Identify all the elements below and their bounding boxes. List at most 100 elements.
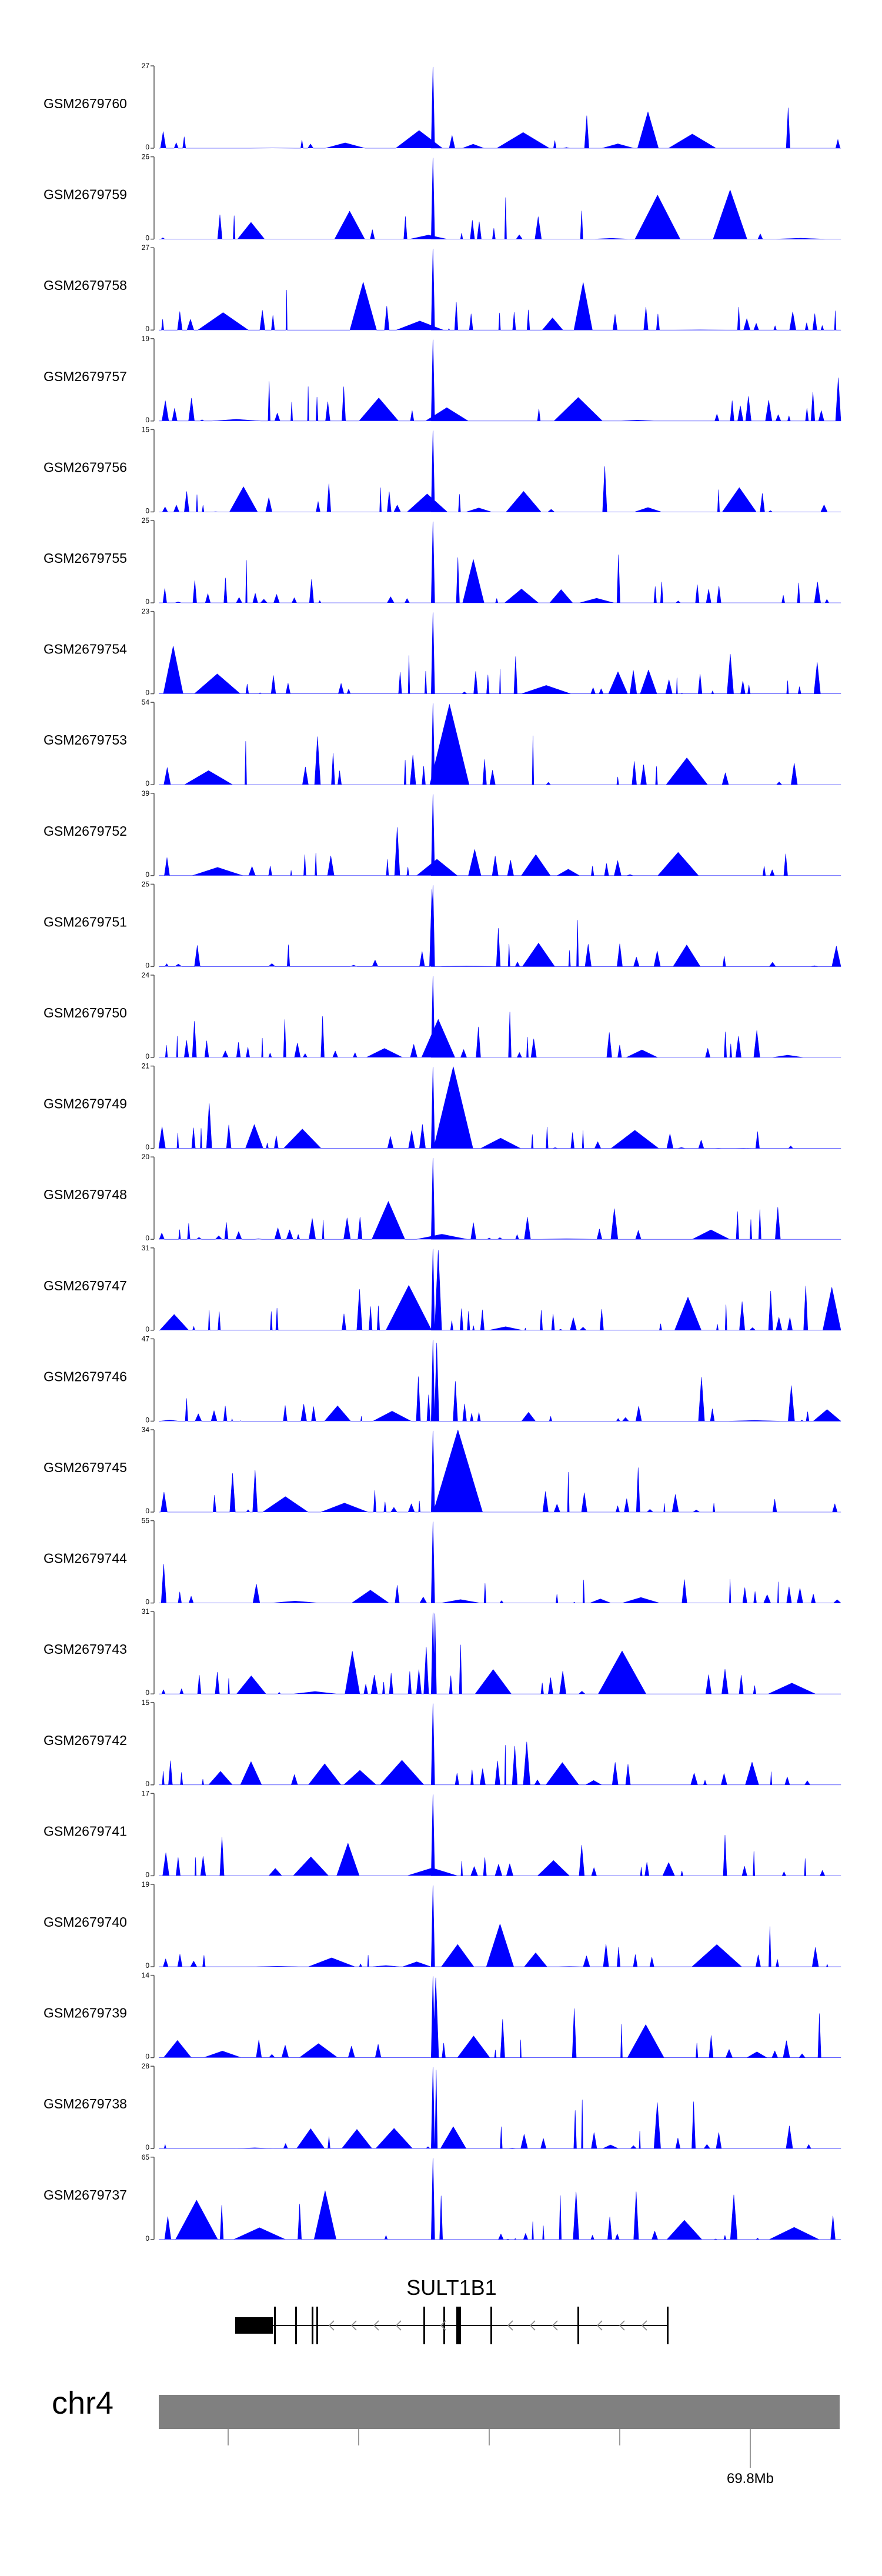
chromosome-bar [159, 2395, 840, 2429]
track-label: GSM2679739 [44, 2006, 127, 2021]
track-label: GSM2679747 [44, 1278, 127, 1293]
track-GSM2679758: GSM2679758 27 0 [44, 243, 841, 333]
strand-arrow [440, 2320, 446, 2331]
gene-exon-3 [312, 2307, 313, 2344]
track-GSM2679748: GSM2679748 20 0 [44, 1153, 841, 1242]
coverage-area [159, 1885, 841, 1967]
y-min-label: 0 [145, 1780, 149, 1788]
y-max-label: 47 [142, 1334, 150, 1343]
coverage-area [159, 1249, 841, 1331]
coverage-area [159, 612, 841, 694]
y-min-label: 0 [145, 2053, 149, 2061]
y-max-label: 15 [142, 1699, 150, 1707]
track-label: GSM2679741 [44, 1823, 127, 1838]
y-max-label: 27 [142, 62, 150, 70]
coverage-area [159, 1794, 841, 1876]
y-max-label: 65 [142, 2153, 150, 2161]
track-GSM2679760: GSM2679760 27 0 [44, 62, 841, 151]
y-max-label: 25 [142, 880, 150, 888]
gene-exon-9 [490, 2307, 492, 2344]
track-GSM2679757: GSM2679757 19 0 [44, 335, 841, 424]
track-GSM2679749: GSM2679749 21 0 [44, 1062, 841, 1152]
strand-arrow [596, 2320, 603, 2331]
y-min-label: 0 [145, 416, 149, 424]
coverage-area [159, 2067, 841, 2149]
coverage-area [159, 431, 841, 512]
track-GSM2679737: GSM2679737 65 0 [44, 2153, 841, 2243]
y-max-label: 31 [142, 1607, 150, 1616]
track-label: GSM2679745 [44, 1460, 127, 1475]
y-min-label: 0 [145, 234, 149, 242]
track-label: GSM2679760 [44, 96, 127, 111]
chromosome-ticks [228, 2429, 751, 2468]
coverage-area [159, 1612, 841, 1694]
y-max-label: 34 [142, 1426, 150, 1434]
coverage-area [159, 1340, 841, 1422]
y-min-label: 0 [145, 598, 149, 606]
gene-exon-8 [459, 2307, 460, 2344]
y-min-label: 0 [145, 143, 149, 151]
track-GSM2679743: GSM2679743 31 0 [44, 1607, 841, 1697]
y-min-label: 0 [145, 1507, 149, 1515]
y-min-label: 0 [145, 2234, 149, 2243]
coverage-area [159, 976, 841, 1058]
y-max-label: 26 [142, 153, 150, 161]
track-label: GSM2679751 [44, 914, 127, 929]
gene-track: SULT1B1 [235, 2275, 669, 2344]
track-GSM2679741: GSM2679741 17 0 [44, 1789, 841, 1878]
track-GSM2679754: GSM2679754 23 0 [44, 608, 841, 697]
y-max-label: 31 [142, 1244, 150, 1252]
track-label: GSM2679749 [44, 1096, 127, 1112]
y-min-label: 0 [145, 1143, 149, 1152]
coverage-area [159, 1521, 841, 1603]
y-min-label: 0 [145, 1325, 149, 1333]
y-min-label: 0 [145, 506, 149, 515]
coverage-area [159, 1157, 841, 1240]
y-max-label: 17 [142, 1789, 150, 1797]
coverage-area [159, 794, 841, 876]
y-min-label: 0 [145, 1689, 149, 1697]
y-min-label: 0 [145, 1870, 149, 1878]
y-max-label: 19 [142, 335, 150, 343]
strand-arrow [529, 2320, 536, 2331]
strand-arrow [619, 2320, 625, 2331]
coverage-area [159, 1430, 841, 1513]
y-min-label: 0 [145, 1598, 149, 1606]
chromosome-ideogram: chr4 69.8Mb [52, 2385, 840, 2487]
gene-exon-2 [295, 2307, 297, 2344]
track-label: GSM2679759 [44, 187, 127, 202]
gene-exon-6 [443, 2307, 445, 2344]
y-max-label: 14 [142, 1971, 150, 1980]
track-label: GSM2679754 [44, 642, 127, 657]
track-label: GSM2679748 [44, 1187, 127, 1202]
y-min-label: 0 [145, 1052, 149, 1060]
strand-arrow [507, 2320, 513, 2331]
track-label: GSM2679743 [44, 1641, 127, 1657]
track-label: GSM2679737 [44, 2187, 127, 2203]
coverage-area [159, 1976, 841, 2058]
y-min-label: 0 [145, 1234, 149, 1242]
coverage-area [159, 521, 841, 603]
y-min-label: 0 [145, 779, 149, 788]
coverage-area [159, 66, 841, 149]
track-GSM2679742: GSM2679742 15 0 [44, 1699, 841, 1788]
track-label: GSM2679753 [44, 732, 127, 748]
gene-exon-10 [577, 2307, 579, 2344]
track-GSM2679752: GSM2679752 39 0 [44, 789, 841, 879]
coverage-area [159, 885, 841, 967]
strand-arrow [641, 2320, 647, 2331]
track-GSM2679746: GSM2679746 47 0 [44, 1334, 841, 1424]
y-max-label: 28 [142, 2062, 150, 2070]
chromosome-label: chr4 [52, 2385, 113, 2421]
track-GSM2679756: GSM2679756 15 0 [44, 425, 841, 515]
track-GSM2679744: GSM2679744 55 0 [44, 1517, 841, 1606]
y-min-label: 0 [145, 1416, 149, 1424]
gene-exon-4 [316, 2307, 318, 2344]
track-label: GSM2679757 [44, 369, 127, 384]
gene-exons [274, 2307, 669, 2344]
y-max-label: 23 [142, 608, 150, 616]
gene-utr-block [235, 2317, 273, 2334]
y-min-label: 0 [145, 870, 149, 879]
track-label: GSM2679740 [44, 1914, 127, 1930]
track-label: GSM2679758 [44, 278, 127, 293]
